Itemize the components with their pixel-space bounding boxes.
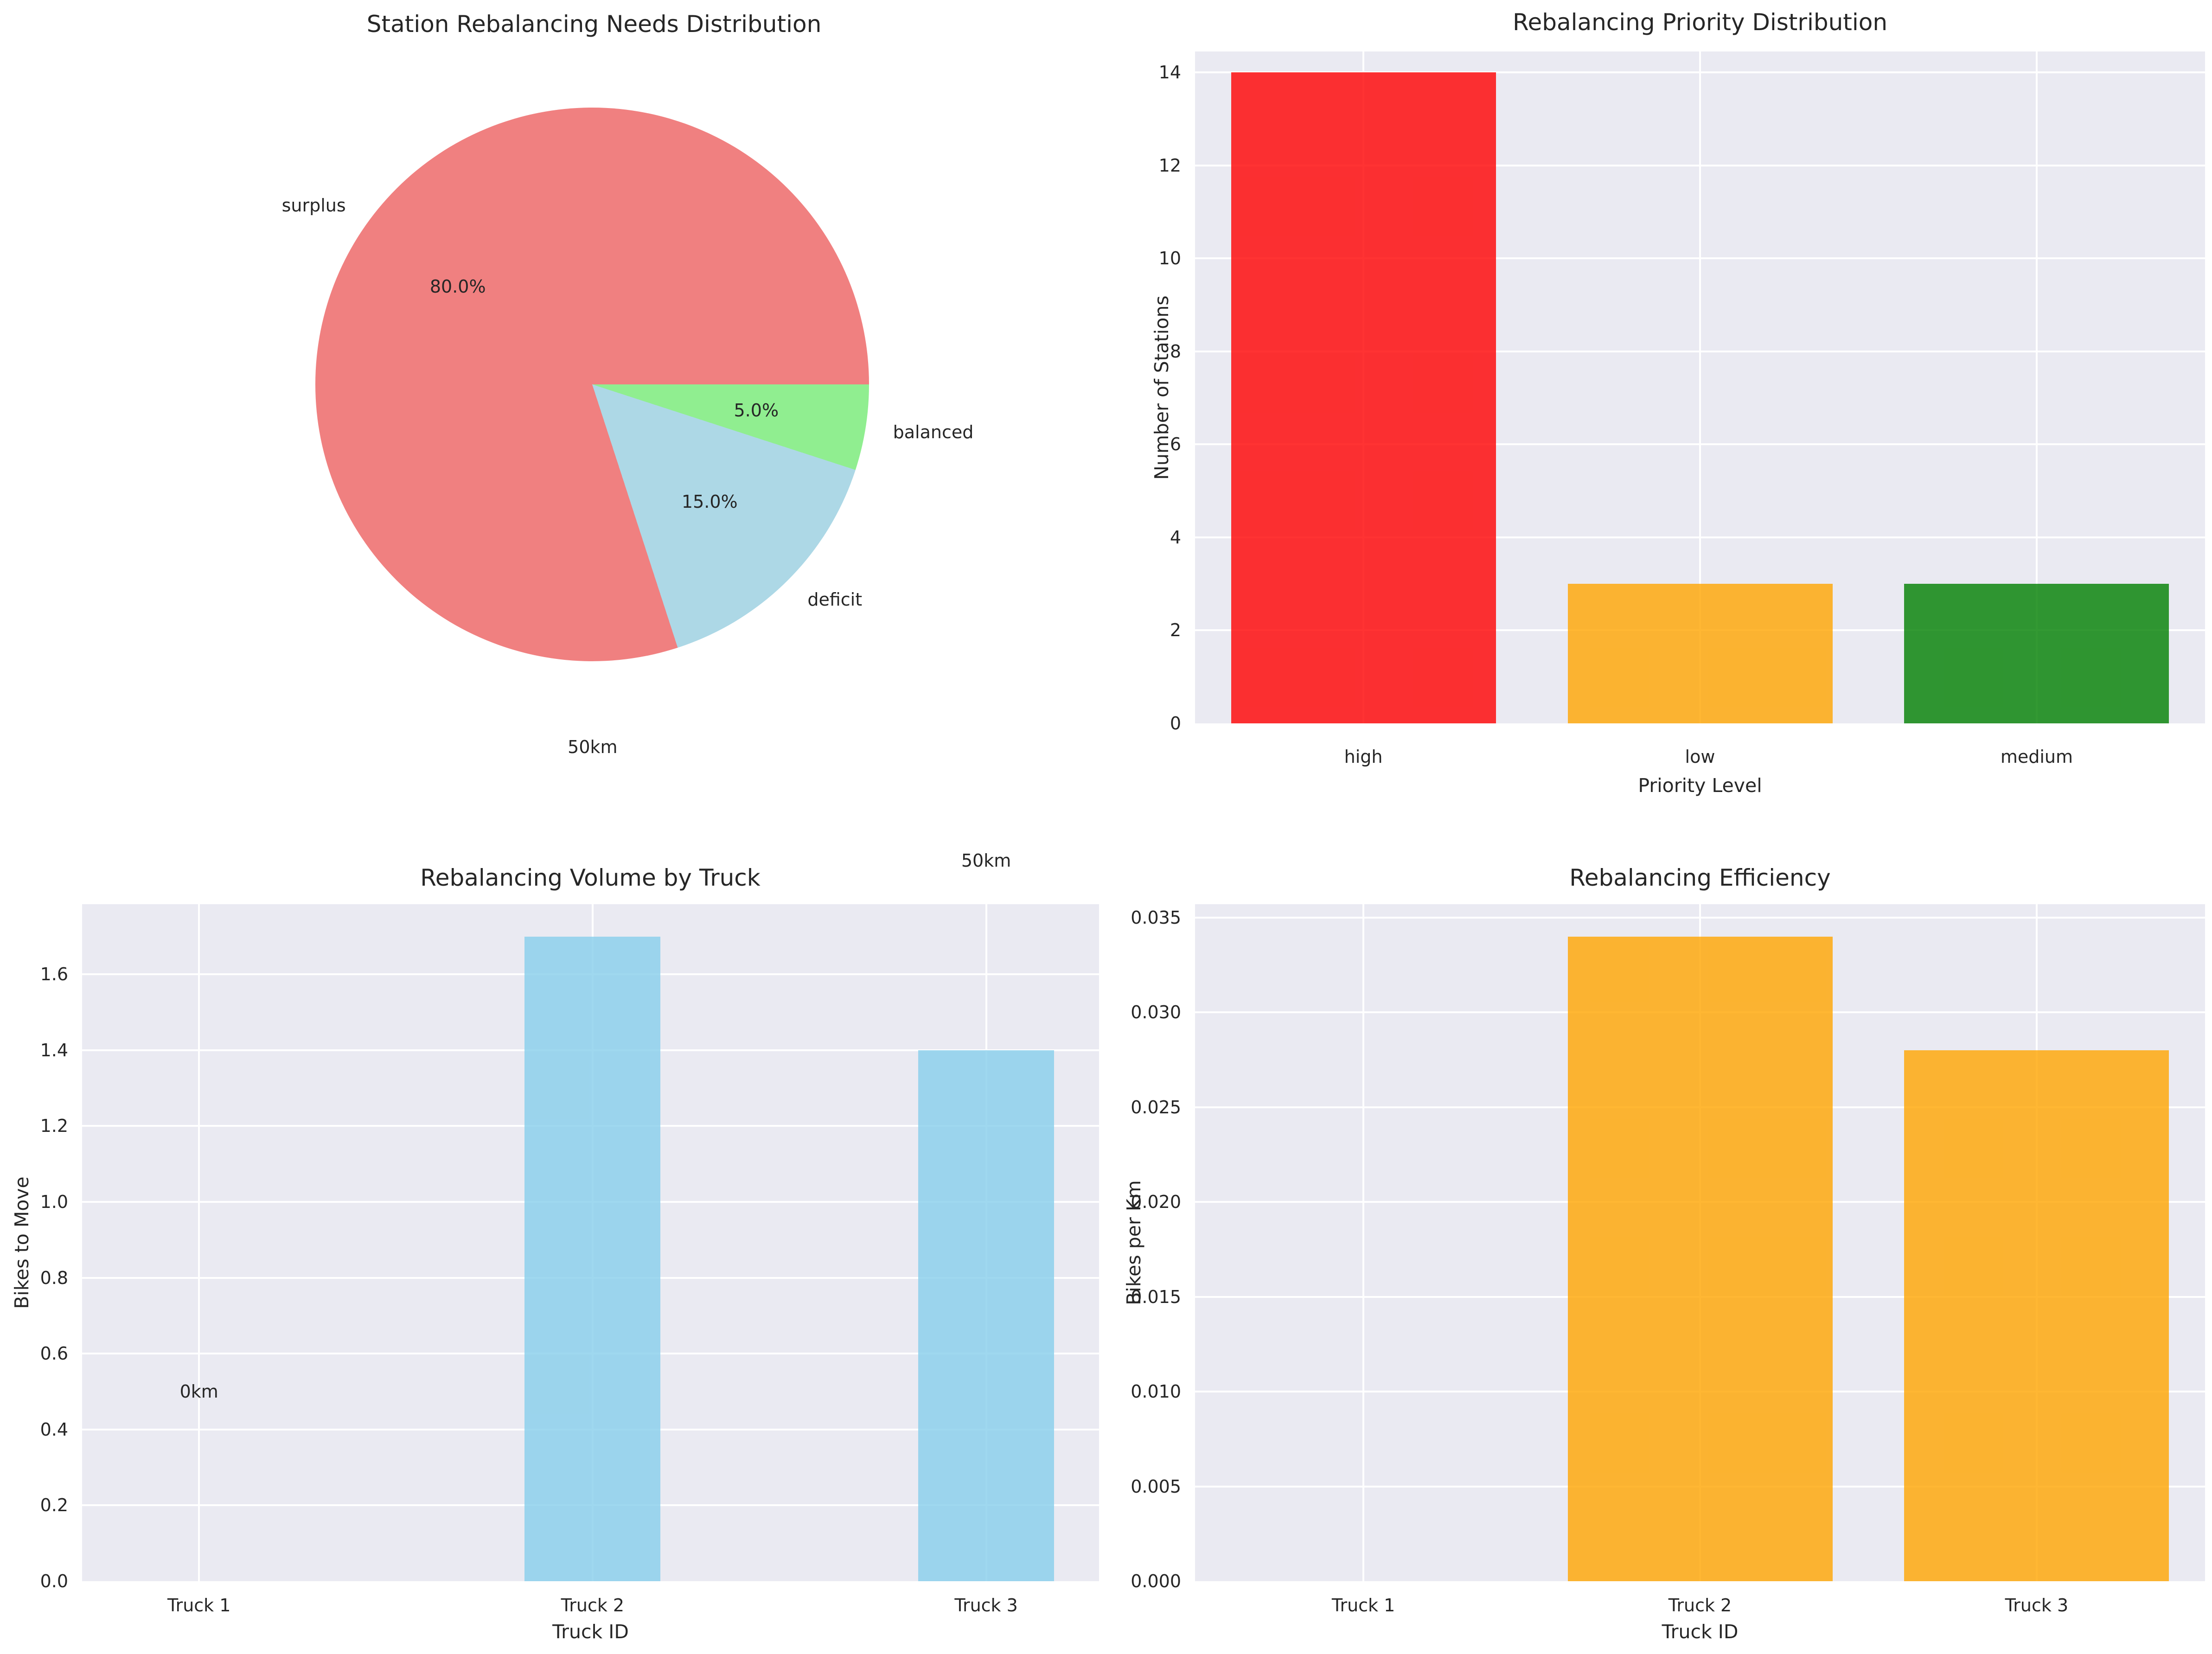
volume-annotation: 50km — [568, 736, 618, 757]
volume-bar-truck-3 — [918, 1050, 1055, 1581]
volume-ytick-label: 1.2 — [40, 1116, 68, 1137]
volume-gridline-x — [198, 904, 200, 1581]
efficiency-chart-title: Rebalancing Efficiency — [1569, 864, 1831, 891]
pie-slice-percent-surplus: 80.0% — [429, 276, 486, 297]
volume-x-axis-label: Truck ID — [552, 1621, 629, 1643]
efficiency-x-axis-label: Truck ID — [1662, 1621, 1739, 1643]
volume-ytick-label: 0.2 — [40, 1495, 68, 1516]
volume-ytick-label: 1.0 — [40, 1192, 68, 1213]
volume-ytick-label: 0.6 — [40, 1343, 68, 1364]
priority-gridline-x — [2035, 51, 2038, 723]
pie-slice-percent-deficit: 15.0% — [681, 492, 738, 512]
priority-ytick-label: 10 — [1158, 248, 1181, 269]
priority-bar-high — [1231, 72, 1496, 723]
efficiency-ytick-label: 0.005 — [1131, 1476, 1181, 1497]
priority-ytick-label: 6 — [1170, 434, 1181, 455]
efficiency-xtick-label: Truck 3 — [2005, 1595, 2069, 1616]
priority-xtick-label: high — [1344, 747, 1383, 767]
pie-circle — [315, 108, 869, 661]
efficiency-ytick-label: 0.015 — [1131, 1286, 1181, 1307]
priority-ytick-label: 12 — [1158, 155, 1181, 176]
efficiency-bar-truck-3 — [1904, 1050, 2169, 1581]
volume-ytick-label: 0.0 — [40, 1571, 68, 1591]
pie-slice-label-balanced: balanced — [893, 421, 974, 442]
priority-xtick-label: low — [1685, 747, 1715, 767]
volume-chart-title: Rebalancing Volume by Truck — [420, 864, 761, 891]
priority-xtick-label: medium — [2000, 747, 2073, 767]
efficiency-ytick-label: 0.035 — [1131, 907, 1181, 928]
priority-ytick-label: 2 — [1170, 620, 1181, 641]
volume-xtick-label: Truck 3 — [954, 1595, 1018, 1616]
efficiency-ytick-label: 0.000 — [1131, 1571, 1181, 1591]
priority-chart-title: Rebalancing Priority Distribution — [1512, 9, 1888, 36]
priority-bar-medium — [1904, 584, 2169, 723]
priority-gridline-x — [1699, 51, 1701, 723]
volume-xtick-label: Truck 2 — [561, 1595, 625, 1616]
priority-ytick-label: 14 — [1158, 62, 1181, 83]
efficiency-gridline-x — [1362, 904, 1365, 1581]
volume-ytick-label: 0.8 — [40, 1267, 68, 1288]
priority-bar-low — [1567, 584, 1833, 723]
efficiency-ytick-label: 0.020 — [1131, 1192, 1181, 1213]
pie-slice-percent-balanced: 5.0% — [734, 400, 779, 421]
efficiency-xtick-label: Truck 1 — [1331, 1595, 1395, 1616]
volume-annotation: 0km — [179, 1381, 218, 1402]
pie-slice-label-surplus: surplus — [281, 195, 346, 216]
efficiency-ytick-label: 0.030 — [1131, 1002, 1181, 1023]
volume-ytick-label: 1.4 — [40, 1040, 68, 1060]
priority-x-axis-label: Priority Level — [1638, 774, 1762, 797]
volume-annotation: 50km — [961, 850, 1011, 871]
pie-slice-label-deficit: deficit — [807, 589, 863, 610]
volume-ytick-label: 0.4 — [40, 1419, 68, 1440]
efficiency-ytick-label: 0.010 — [1131, 1381, 1181, 1402]
priority-ytick-label: 0 — [1170, 713, 1181, 734]
pie-chart-title: Station Rebalancing Needs Distribution — [366, 11, 822, 38]
volume-xtick-label: Truck 1 — [167, 1595, 231, 1616]
priority-ytick-label: 8 — [1170, 341, 1181, 362]
efficiency-xtick-label: Truck 2 — [1668, 1595, 1732, 1616]
efficiency-ytick-label: 0.025 — [1131, 1097, 1181, 1118]
volume-bar-truck-2 — [524, 936, 661, 1581]
volume-ytick-label: 1.6 — [40, 964, 68, 985]
efficiency-bar-truck-2 — [1567, 936, 1833, 1581]
priority-ytick-label: 4 — [1170, 527, 1181, 548]
